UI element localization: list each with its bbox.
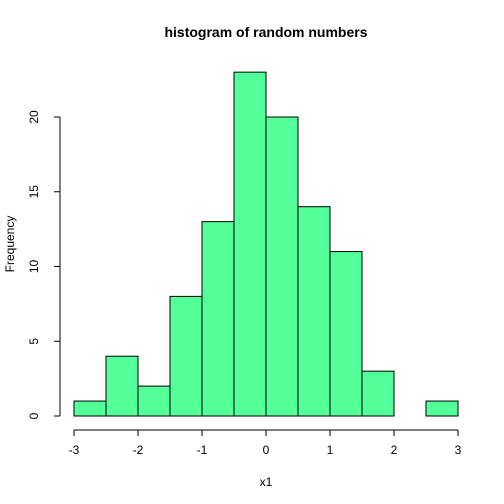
- y-tick-label: 20: [27, 110, 41, 124]
- histogram-bar: [265, 116, 299, 417]
- x-tick-label: -2: [133, 443, 144, 457]
- histogram-bar: [361, 370, 395, 417]
- histogram-bar: [73, 400, 107, 417]
- y-axis: 0 5 10 15 20: [27, 110, 61, 419]
- histogram-bar: [137, 385, 171, 417]
- bars-group: [73, 71, 459, 417]
- y-tick-label: 5: [27, 338, 41, 345]
- chart-title: histogram of random numbers: [164, 24, 367, 40]
- histogram-bar: [105, 355, 139, 417]
- x-tick-label: 1: [327, 443, 334, 457]
- y-tick-label: 10: [27, 260, 41, 274]
- x-axis: -3 -2 -1 0 1 2 3: [69, 429, 462, 457]
- y-tick-label: 15: [27, 185, 41, 199]
- y-axis-label: Frequency: [3, 216, 17, 273]
- histogram-bar: [425, 400, 459, 417]
- x-tick-label: 0: [263, 443, 270, 457]
- histogram-bar: [169, 295, 203, 417]
- histogram-bar: [297, 206, 331, 417]
- x-tick-label: 3: [455, 443, 462, 457]
- x-tick-label: -3: [69, 443, 80, 457]
- histogram-bar: [233, 71, 267, 417]
- x-axis-label: x1: [260, 475, 273, 489]
- y-tick-label: 0: [27, 412, 41, 419]
- x-tick-label: 2: [391, 443, 398, 457]
- histogram-bar: [201, 221, 235, 417]
- histogram-bar: [329, 251, 363, 417]
- x-tick-label: -1: [197, 443, 208, 457]
